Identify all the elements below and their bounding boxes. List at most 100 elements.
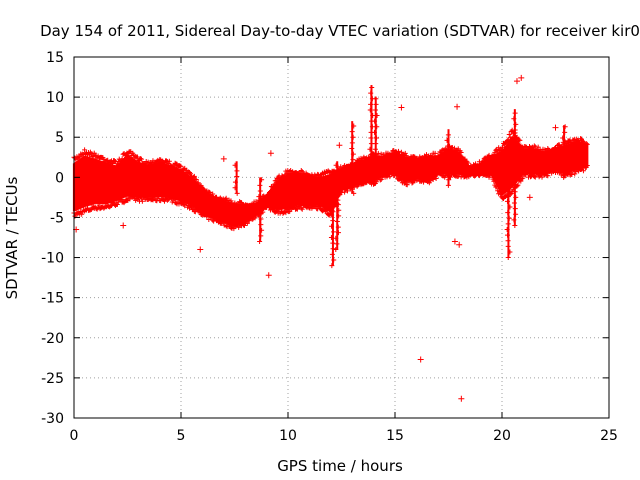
y-tick-label: -30 <box>41 411 64 427</box>
data-point <box>512 161 518 167</box>
data-point <box>336 207 342 213</box>
data-point <box>351 190 357 196</box>
data-point <box>507 187 513 193</box>
data-outlier <box>456 241 463 248</box>
x-tick-label: 0 <box>70 428 79 444</box>
data-point <box>177 163 183 169</box>
data-point <box>512 110 518 116</box>
data-point <box>496 145 502 151</box>
data-point <box>206 189 212 195</box>
data-point <box>349 145 355 151</box>
data-point <box>512 189 518 195</box>
data-outlier <box>451 238 458 245</box>
data-point <box>333 174 339 180</box>
data-point <box>368 135 374 141</box>
data-point <box>505 210 511 216</box>
data-point <box>334 185 340 191</box>
data-point <box>506 132 512 138</box>
data-point <box>372 118 378 124</box>
data-point <box>560 152 566 158</box>
data-point <box>232 179 238 185</box>
data-point <box>373 163 379 169</box>
data-point <box>139 198 145 204</box>
data-point <box>520 175 526 181</box>
data-point <box>162 198 168 204</box>
data-point <box>505 153 511 159</box>
data-point <box>579 138 585 144</box>
data-point <box>335 168 341 174</box>
y-tick-label: -10 <box>41 251 64 267</box>
data-point <box>329 263 335 269</box>
data-point <box>351 123 357 129</box>
x-tick-label: 20 <box>493 428 511 444</box>
data-outlier <box>265 272 272 279</box>
data-point <box>518 178 524 184</box>
data-point <box>373 179 379 185</box>
data-point <box>465 160 471 166</box>
data-point <box>445 182 451 188</box>
data-point <box>531 174 537 180</box>
data-outlier <box>513 78 520 85</box>
data-point <box>150 197 156 203</box>
data-point <box>193 177 199 183</box>
data-point <box>368 163 374 169</box>
data-point <box>223 195 229 201</box>
data-point <box>507 176 513 182</box>
data-point <box>342 189 348 195</box>
data-point <box>336 179 342 185</box>
data-outlier <box>454 103 461 110</box>
data-point <box>207 190 213 196</box>
data-point <box>349 129 355 135</box>
data-point <box>181 166 187 172</box>
data-point <box>333 162 339 168</box>
data-point <box>315 206 321 212</box>
data-point <box>191 173 197 179</box>
data-point <box>409 180 415 186</box>
data-point <box>234 190 240 196</box>
data-point <box>258 210 264 216</box>
data-point <box>329 223 335 229</box>
data-point <box>433 176 439 182</box>
data-outlier <box>267 150 274 157</box>
y-tick-label: -15 <box>41 291 64 307</box>
data-point <box>367 107 373 113</box>
data-point <box>228 198 234 204</box>
data-point <box>369 124 375 130</box>
data-point <box>258 216 264 222</box>
data-point <box>512 222 518 228</box>
data-point <box>512 149 518 155</box>
data-point <box>210 191 216 197</box>
data-point <box>330 195 336 201</box>
data-outlier <box>336 142 343 149</box>
data-point <box>149 196 155 202</box>
data-point <box>504 232 510 238</box>
data-point <box>232 185 238 191</box>
data-point <box>444 171 450 177</box>
data-point <box>169 199 175 205</box>
data-point <box>378 176 384 182</box>
data-point <box>510 178 516 184</box>
data-point <box>569 171 575 177</box>
data-point <box>368 169 374 175</box>
data-point <box>259 177 265 183</box>
data-point <box>505 243 511 249</box>
y-tick-label: -25 <box>41 371 64 387</box>
data-point <box>331 184 337 190</box>
data-point <box>562 146 568 152</box>
data-point <box>283 210 289 216</box>
data-point <box>512 206 518 212</box>
data-point <box>539 174 545 180</box>
data-point <box>396 148 402 154</box>
data-point <box>328 235 334 240</box>
data-point <box>257 239 263 245</box>
data-outlier <box>526 194 533 201</box>
y-tick-label: 10 <box>46 90 64 106</box>
data-point <box>350 157 356 163</box>
data-point <box>329 212 335 218</box>
data-point <box>513 121 519 127</box>
data-point <box>287 208 293 214</box>
data-point <box>513 211 519 217</box>
data-point <box>258 222 264 228</box>
data-point <box>335 224 341 230</box>
